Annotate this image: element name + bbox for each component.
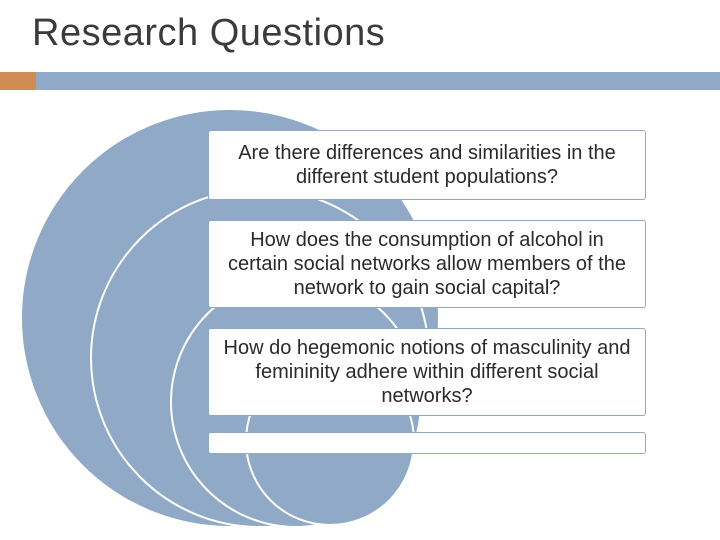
slide: Research Questions Are there differences… [0,0,720,540]
page-title: Research Questions [32,12,385,55]
title-underline-accent [0,72,36,90]
question-text-3: How do hegemonic notions of masculinity … [223,336,631,408]
question-box-4 [208,432,646,454]
question-box-2: How does the consumption of alcohol in c… [208,220,646,308]
stacked-venn-diagram: Are there differences and similarities i… [0,100,720,470]
question-box-1: Are there differences and similarities i… [208,130,646,200]
question-box-3: How do hegemonic notions of masculinity … [208,328,646,416]
title-underline-bar [0,72,720,90]
question-text-1: Are there differences and similarities i… [223,141,631,189]
question-text-2: How does the consumption of alcohol in c… [223,228,631,300]
